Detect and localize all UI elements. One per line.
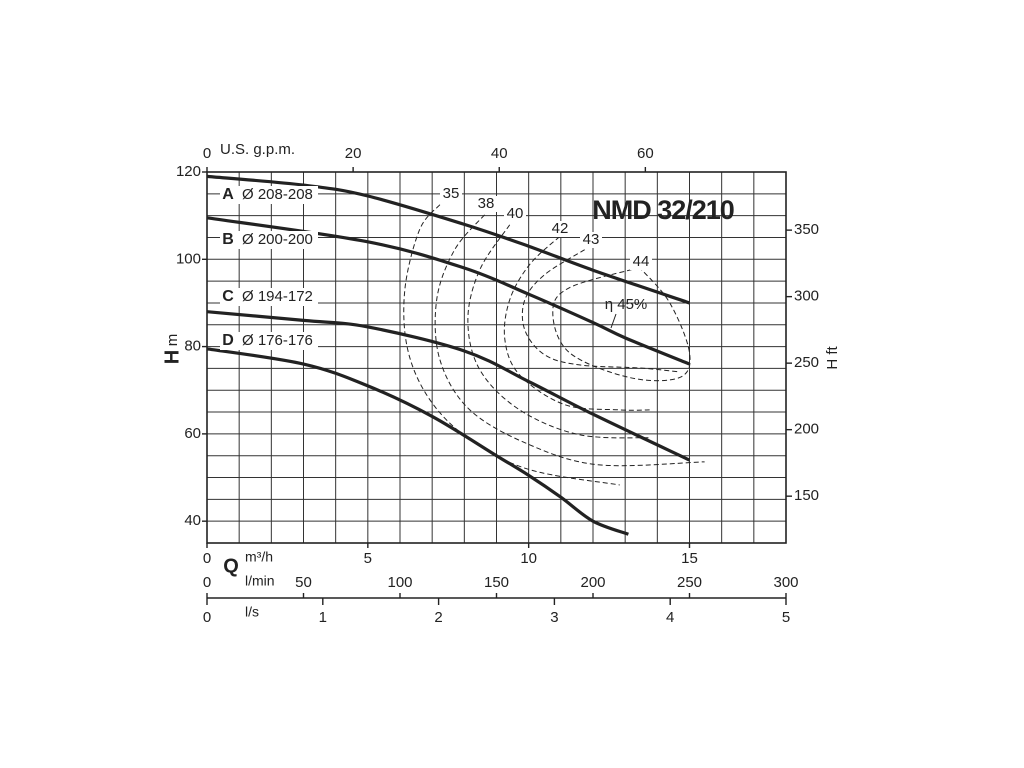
y-tick-label: 100 — [176, 250, 201, 267]
curve-diameter: Ø 194-172 — [242, 288, 313, 305]
top-axis-label: U.S. g.p.m. — [220, 141, 295, 158]
curve-diameter: Ø 176-176 — [242, 332, 313, 349]
x2-tick-label: 250 — [677, 574, 702, 591]
x3-tick-label: 3 — [550, 609, 558, 626]
curve-diameter: Ø 200-200 — [242, 231, 313, 248]
curve-name: C — [222, 288, 234, 305]
y2-axis-label: H ft — [824, 346, 841, 370]
y-tick-label: 60 — [184, 425, 201, 442]
x2-tick-label: 50 — [295, 574, 312, 591]
curve-label-bg — [220, 231, 318, 249]
efficiency-label: 40 — [507, 205, 524, 222]
x3-tick-label: 1 — [319, 609, 327, 626]
x2-tick-label: 100 — [387, 574, 412, 591]
x3-tick-label: 0 — [203, 609, 211, 626]
x3-tick-label: 4 — [666, 609, 674, 626]
curve-label-bg — [220, 332, 318, 350]
x2-axis-label: l/min — [245, 573, 275, 589]
pump-curve — [206, 174, 691, 305]
efficiency-label-bg — [475, 196, 497, 212]
efficiency-curve — [503, 236, 650, 411]
x-tick-label: 10 — [520, 550, 537, 567]
efficiency-label: 44 — [633, 253, 650, 270]
x2-tick-label: 150 — [484, 574, 509, 591]
efficiency-label-bg — [549, 221, 571, 237]
x-tick-label: 5 — [364, 550, 372, 567]
efficiency-peak-pointer — [610, 313, 617, 329]
efficiency-peak-label: η 45% — [605, 296, 648, 313]
pump-curve — [206, 347, 629, 536]
efficiency-label-bg — [580, 232, 602, 248]
efficiency-label-bg — [440, 186, 462, 202]
y2-tick-label: 250 — [794, 354, 819, 371]
efficiency-curve — [521, 249, 680, 373]
efficiency-label: 35 — [443, 185, 460, 202]
efficiency-label-bg — [504, 206, 526, 222]
curve-name: B — [222, 231, 234, 248]
x2-tick-label: 300 — [773, 574, 798, 591]
top-tick-label: 40 — [491, 145, 508, 162]
x-axis-unit: m³/h — [245, 549, 273, 565]
y2-tick-label: 300 — [794, 288, 819, 305]
top-tick-label: 20 — [345, 145, 362, 162]
x2-tick-label: 200 — [580, 574, 605, 591]
efficiency-label-bg — [630, 254, 652, 270]
efficiency-curve — [552, 267, 691, 382]
efficiency-label: 43 — [583, 231, 600, 248]
curve-label-bg — [220, 186, 318, 204]
curve-label-bg — [220, 288, 318, 306]
efficiency-curve — [434, 214, 705, 467]
y2-tick-label: 200 — [794, 421, 819, 438]
top-tick-label: 0 — [203, 145, 211, 162]
y-tick-label: 80 — [184, 338, 201, 355]
x-tick-label: 15 — [681, 550, 698, 567]
y-axis-label: H — [161, 350, 183, 364]
x3-tick-label: 2 — [434, 609, 442, 626]
efficiency-curve — [403, 204, 620, 486]
y-axis-unit: m — [164, 334, 181, 347]
y2-tick-label: 350 — [794, 221, 819, 238]
chart-title: NMD 32/210 — [592, 195, 734, 225]
y-tick-label: 40 — [184, 512, 201, 529]
pump-curve — [206, 216, 691, 366]
x3-tick-label: 5 — [782, 609, 790, 626]
top-tick-label: 60 — [637, 145, 654, 162]
x-axis-label: Q — [223, 555, 239, 577]
x3-axis-label: l/s — [245, 604, 259, 620]
efficiency-label: 42 — [552, 220, 569, 237]
curve-name: D — [222, 332, 234, 349]
x-tick-label: 0 — [203, 550, 211, 567]
x2-tick-label: 0 — [203, 574, 211, 591]
plot-frame — [206, 171, 787, 544]
y2-tick-label: 150 — [794, 487, 819, 504]
pump-curve — [206, 310, 691, 462]
curve-name: A — [222, 186, 234, 203]
y-tick-label: 120 — [176, 163, 201, 180]
efficiency-label: 38 — [478, 195, 495, 212]
curve-diameter: Ø 208-208 — [242, 186, 313, 203]
